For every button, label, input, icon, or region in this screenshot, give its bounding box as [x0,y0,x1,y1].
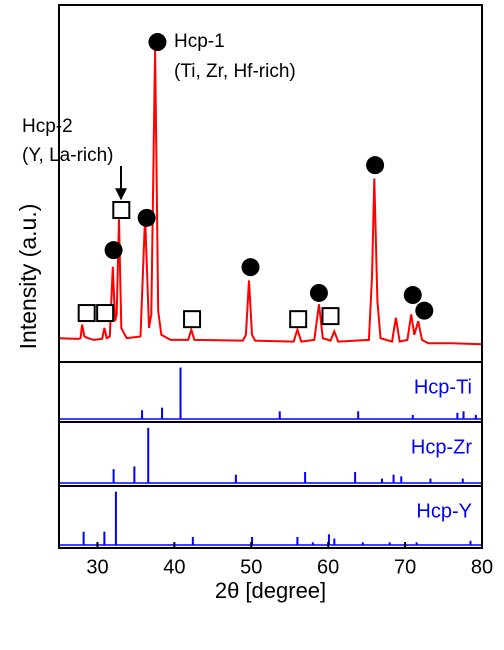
hcp-2-marker [321,307,340,326]
hcp-1-marker [137,208,156,227]
x-tick-label: 50 [240,556,262,578]
reference-label: Hcp-Ti [414,376,472,398]
x-tick-label: 30 [86,556,108,578]
x-axis-label: 2θ [degree] [215,578,326,603]
hcp-2-marker [77,304,96,323]
y-axis-label: Intensity (a.u.) [15,204,41,350]
hcp-1-marker [366,156,385,175]
annotation-title: Hcp-2 [22,116,73,137]
x-tick-label: 70 [394,556,416,578]
x-tick-label: 80 [471,556,493,578]
reference-label: Hcp-Zr [411,436,472,458]
hcp-2-marker [183,310,202,329]
x-tick-label: 40 [163,556,185,578]
hcp-2-marker [96,304,115,323]
hcp-1-marker [241,258,260,277]
hcp-2-marker [289,310,308,329]
hcp-2-marker [112,201,131,220]
annotation-title: Hcp-1 [174,31,225,52]
hcp-1-marker [309,283,328,302]
panel-frame [58,485,483,549]
hcp-1-marker [104,241,123,260]
reference-label: Hcp-Y [416,500,472,522]
hcp-1-marker [415,301,434,320]
annotation-note: (Y, La-rich) [22,145,114,166]
annotation-note: (Ti, Zr, Hf-rich) [174,61,296,82]
pattern-line [58,49,483,346]
hcp-1-marker [148,33,167,52]
hcp-1-marker [403,286,422,305]
x-tick-label: 60 [317,556,339,578]
